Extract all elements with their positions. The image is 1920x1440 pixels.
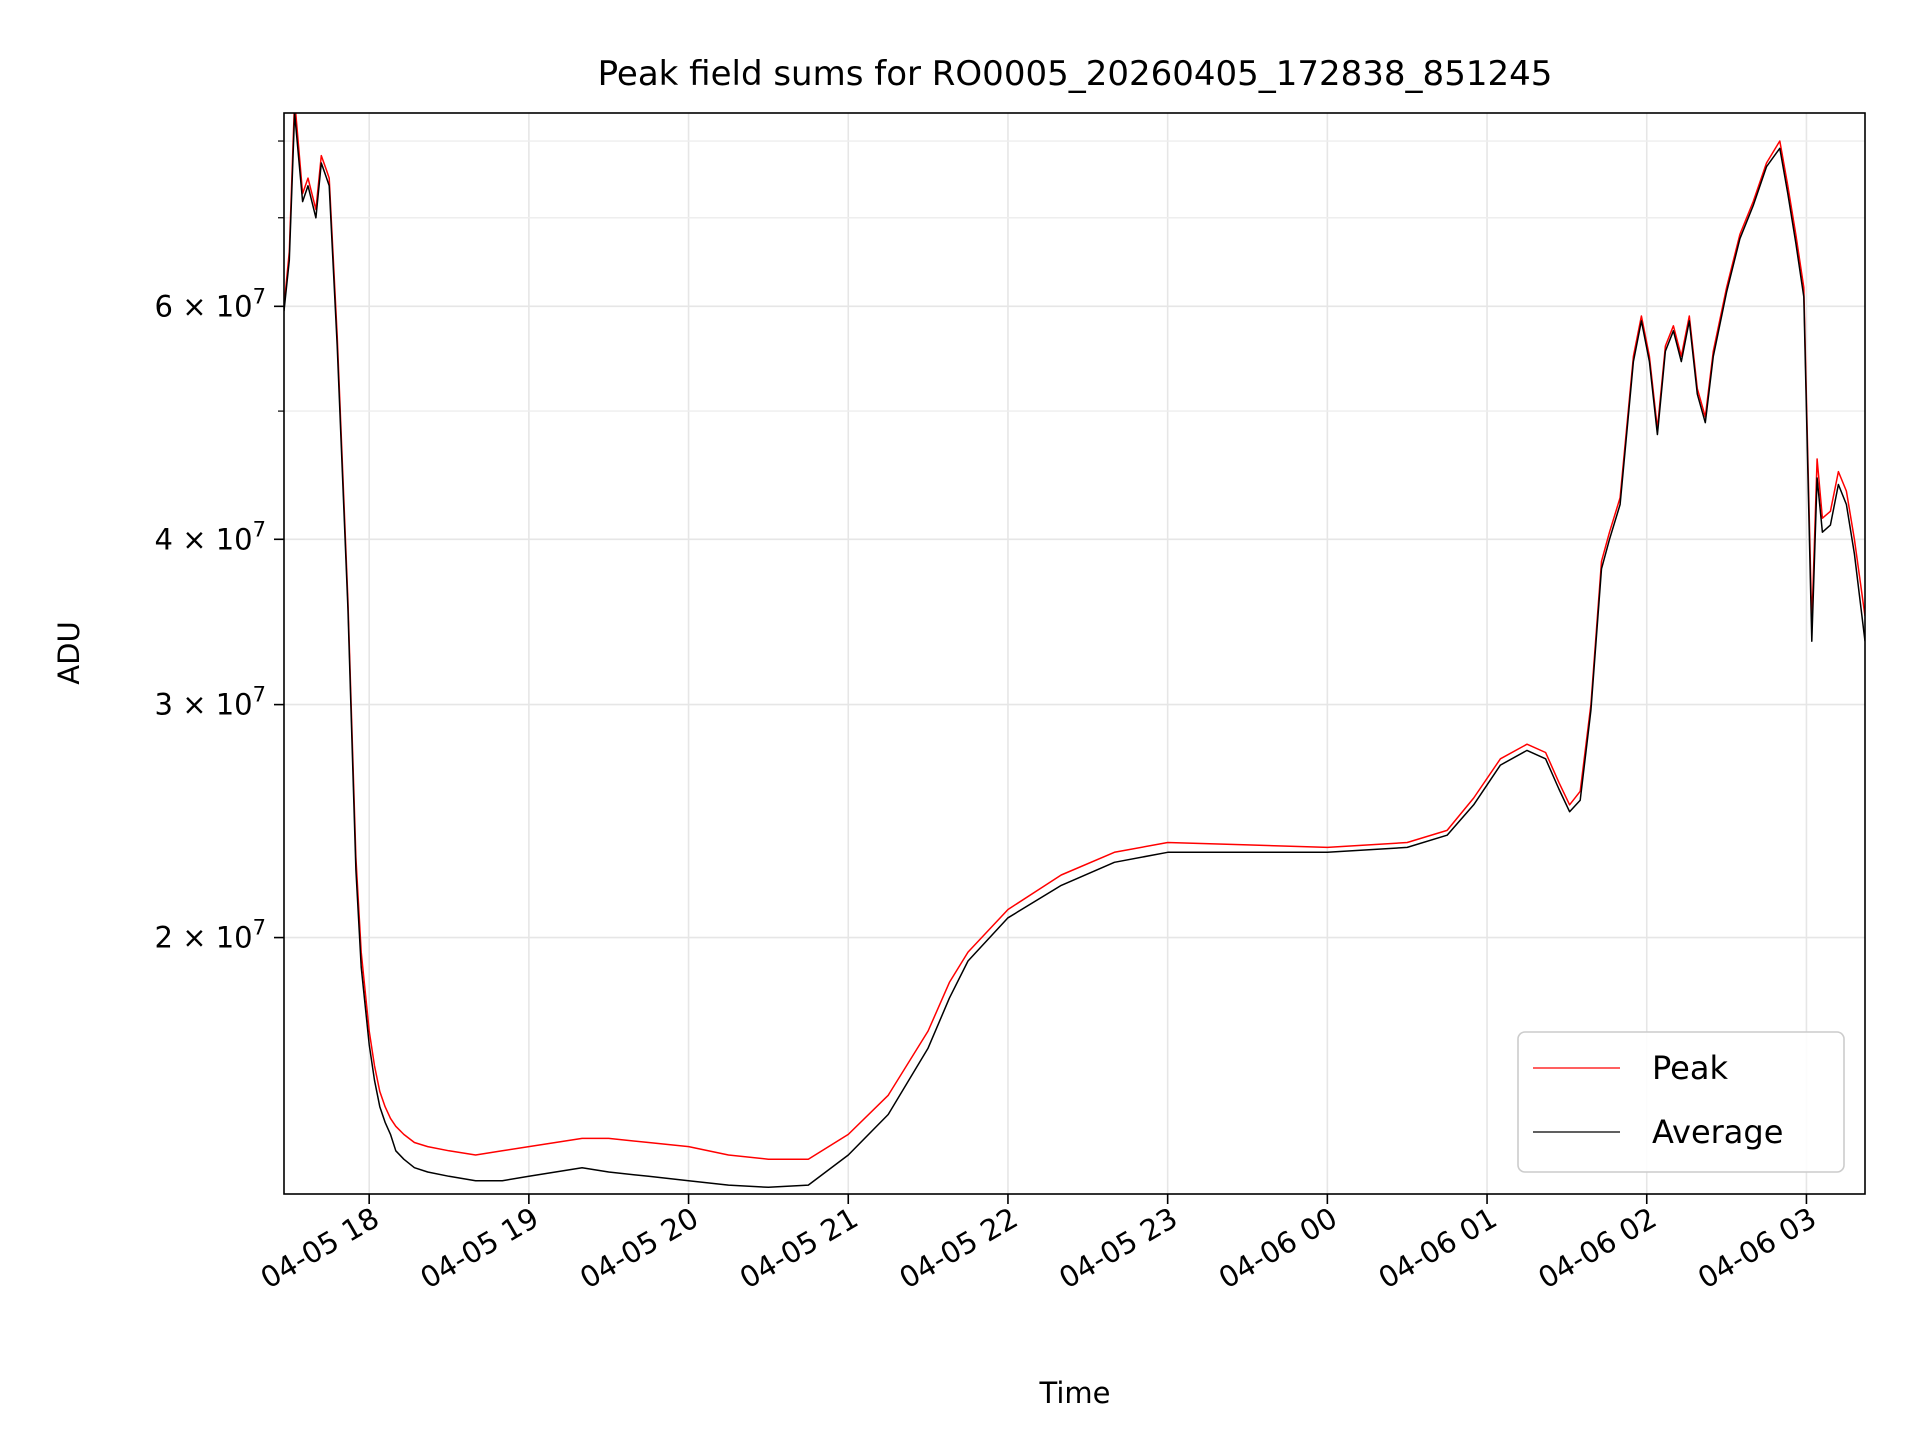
series-line-peak (284, 113, 1865, 1160)
legend: Peak Average (1517, 1031, 1845, 1173)
y-axis: 2 × 107 3 × 107 4 × 107 6 × 107 (155, 140, 284, 955)
series-layer (284, 113, 1865, 1189)
y-tick-label: 3 × 107 (155, 683, 266, 722)
legend-box (1517, 1031, 1845, 1173)
y-tick-label: 2 × 107 (155, 916, 266, 955)
series-line-average (284, 113, 1865, 1189)
legend-label-average: Average (1652, 1113, 1783, 1151)
y-axis-label: ADU (52, 621, 86, 684)
plot-frame (283, 112, 1866, 1195)
grid (284, 113, 1865, 1194)
chart-title: Peak field sums for RO0005_20260405_1728… (598, 54, 1553, 94)
x-axis-label: Time (1039, 1376, 1111, 1410)
y-tick-label: 4 × 107 (155, 517, 266, 556)
legend-label-peak: Peak (1652, 1049, 1728, 1087)
y-tick-label: 6 × 107 (155, 284, 266, 323)
